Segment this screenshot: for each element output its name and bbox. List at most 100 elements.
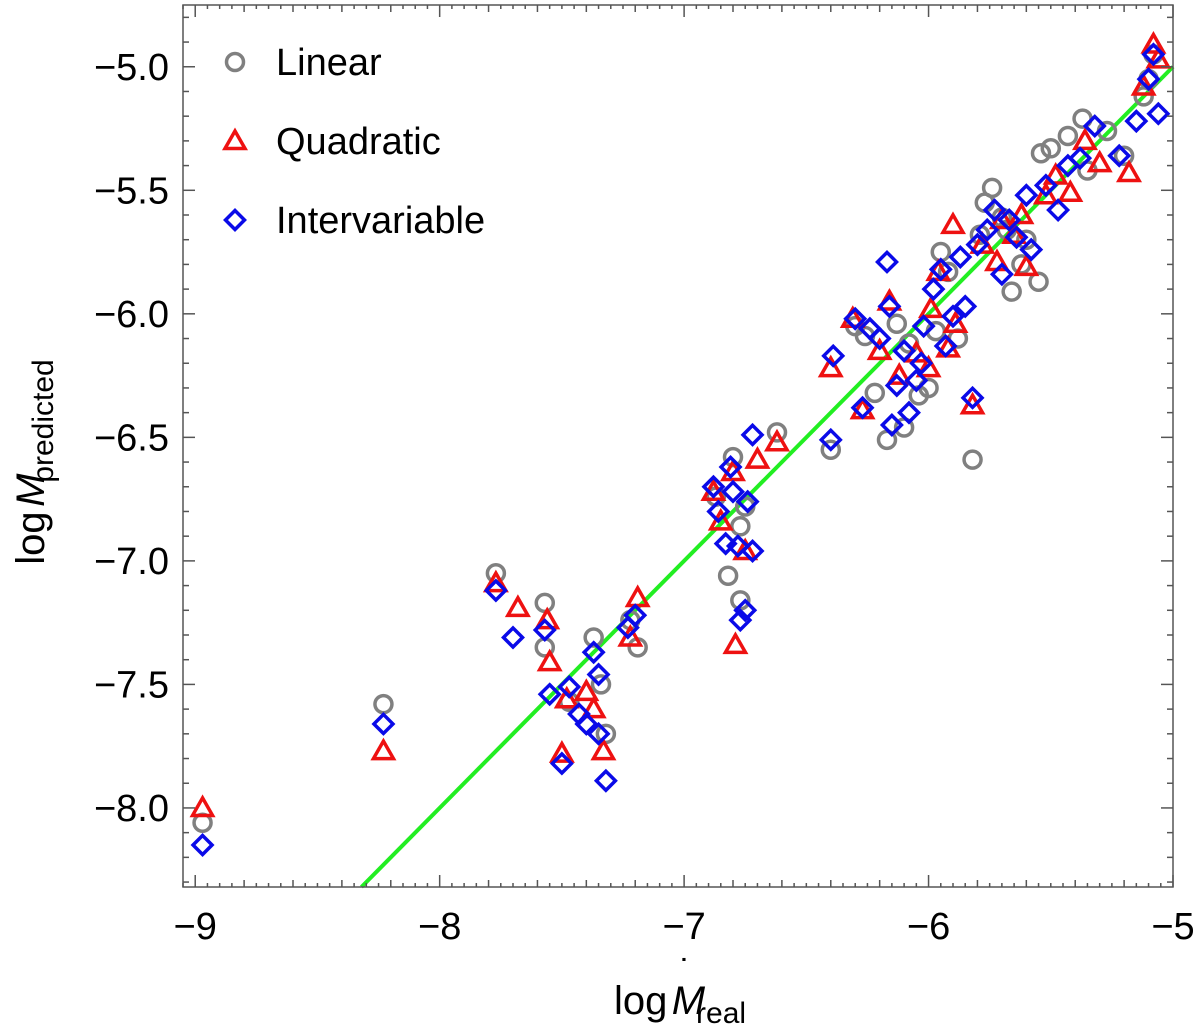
data-point-intervariable (1141, 42, 1166, 67)
data-point-intervariable (911, 314, 936, 339)
data-point-intervariable (897, 400, 921, 425)
data-point-intervariable (1107, 143, 1132, 168)
data-point-quadratic (1032, 181, 1059, 205)
data-point-quadratic (917, 295, 945, 319)
data-points-layer (189, 31, 1172, 857)
data-point-intervariable (1033, 173, 1058, 198)
data-point-intervariable (581, 640, 606, 665)
data-point-intervariable (532, 618, 557, 643)
data-point-intervariable (941, 304, 965, 329)
data-point-intervariable (574, 711, 599, 736)
data-point-intervariable (706, 499, 731, 524)
data-point-intervariable (1136, 67, 1161, 92)
legend-item-quadratic: Quadratic (221, 121, 441, 163)
data-point-intervariable (1019, 237, 1044, 262)
data-point-quadratic (886, 362, 913, 385)
data-point-linear (717, 565, 739, 586)
plot-frame (182, 4, 1174, 888)
data-point-linear (1040, 138, 1062, 159)
y-tick-label: −6.0 (94, 294, 169, 336)
data-point-quadratic (189, 794, 216, 818)
y-axis-label-symbol: M (9, 473, 53, 507)
y-tick-label: −6.5 (94, 417, 169, 459)
x-tick-label: −7 (662, 906, 705, 948)
axis-ticks: −9 −8 −7 −6 −5 −8.0 −7.5 −7.0 −6.5 −6.0 −5.5 −5.0 (94, 5, 1195, 948)
data-point-intervariable (586, 662, 611, 687)
data-point-intervariable (904, 368, 929, 393)
data-point-linear (583, 627, 604, 648)
legend-label-linear: Linear (276, 42, 382, 84)
y-tick-label: −7.5 (94, 664, 169, 706)
data-point-intervariable (1124, 109, 1149, 134)
data-point-quadratic (1071, 127, 1099, 151)
legend-item-intervariable: Intervariable (223, 200, 485, 242)
data-point-intervariable (740, 422, 765, 447)
data-point-linear (722, 446, 744, 468)
x-axis-label-dot: ˙ (680, 951, 692, 992)
data-point-intervariable (821, 343, 846, 368)
data-point-linear (962, 449, 983, 470)
data-point-quadratic (573, 678, 600, 702)
data-point-intervariable (549, 751, 574, 776)
data-point-quadratic (580, 695, 607, 719)
data-point-intervariable (975, 217, 1000, 242)
data-point-quadratic (744, 446, 771, 469)
series-intervariable (190, 42, 1171, 857)
y-axis-label-subscript: predicted (27, 359, 60, 482)
x-tick-label: −8 (418, 906, 461, 948)
data-point-intervariable (1146, 101, 1171, 126)
data-point-intervariable (843, 306, 868, 331)
legend-marker-quadratic (221, 127, 249, 151)
data-point-quadratic (1086, 149, 1113, 173)
data-point-linear (1030, 142, 1052, 164)
data-point-intervariable (701, 474, 726, 499)
y-tick-label: −8.0 (94, 788, 169, 830)
data-point-linear (766, 422, 788, 443)
data-point-intervariable (1004, 225, 1029, 250)
data-point-linear (864, 382, 886, 404)
x-tick-label: −6 (907, 906, 950, 948)
legend-label-quadratic: Quadratic (276, 121, 441, 163)
data-point-linear (1001, 281, 1022, 302)
data-point-quadratic (1145, 45, 1172, 69)
data-point-quadratic (482, 569, 509, 593)
data-point-quadratic (534, 606, 561, 630)
data-point-intervariable (718, 455, 743, 479)
data-point-intervariable (371, 711, 396, 736)
plot-border (182, 4, 1174, 888)
data-point-intervariable (965, 232, 990, 257)
data-point-intervariable (879, 413, 904, 437)
data-point-intervariable (501, 625, 525, 650)
legend: Linear Quadratic Intervariable (221, 42, 485, 242)
data-point-intervariable (953, 294, 978, 319)
data-point-linear (1028, 271, 1049, 292)
data-point-intervariable (960, 385, 985, 410)
data-point-intervariable (557, 674, 582, 699)
data-point-quadratic (722, 631, 749, 655)
data-point-quadratic (624, 584, 651, 608)
x-axis-label: log M ˙ real (614, 951, 746, 1029)
legend-label-intervariable: Intervariable (276, 200, 485, 242)
data-point-intervariable (997, 207, 1022, 232)
data-point-intervariable (892, 338, 917, 363)
data-point-intervariable (721, 479, 745, 504)
data-point-quadratic (915, 354, 942, 378)
data-point-quadratic (763, 428, 791, 452)
y-axis-label: log M ˙ predicted (0, 359, 60, 565)
data-point-intervariable (933, 333, 958, 358)
data-point-intervariable (982, 198, 1007, 223)
data-point-intervariable (1014, 183, 1039, 208)
y-tick-label: −5.0 (94, 47, 169, 89)
y-axis-label-dot: ˙ (0, 487, 22, 499)
data-point-linear (820, 439, 842, 460)
data-point-quadratic (1140, 31, 1167, 54)
data-point-intervariable (875, 249, 899, 274)
y-axis-label-prefix: log (9, 511, 53, 564)
data-point-linear (590, 674, 612, 695)
data-point-quadratic (1008, 201, 1035, 225)
x-axis-label-subscript: real (696, 997, 746, 1029)
data-point-intervariable (623, 603, 648, 628)
data-point-intervariable (989, 262, 1014, 287)
data-point-quadratic (536, 648, 563, 672)
